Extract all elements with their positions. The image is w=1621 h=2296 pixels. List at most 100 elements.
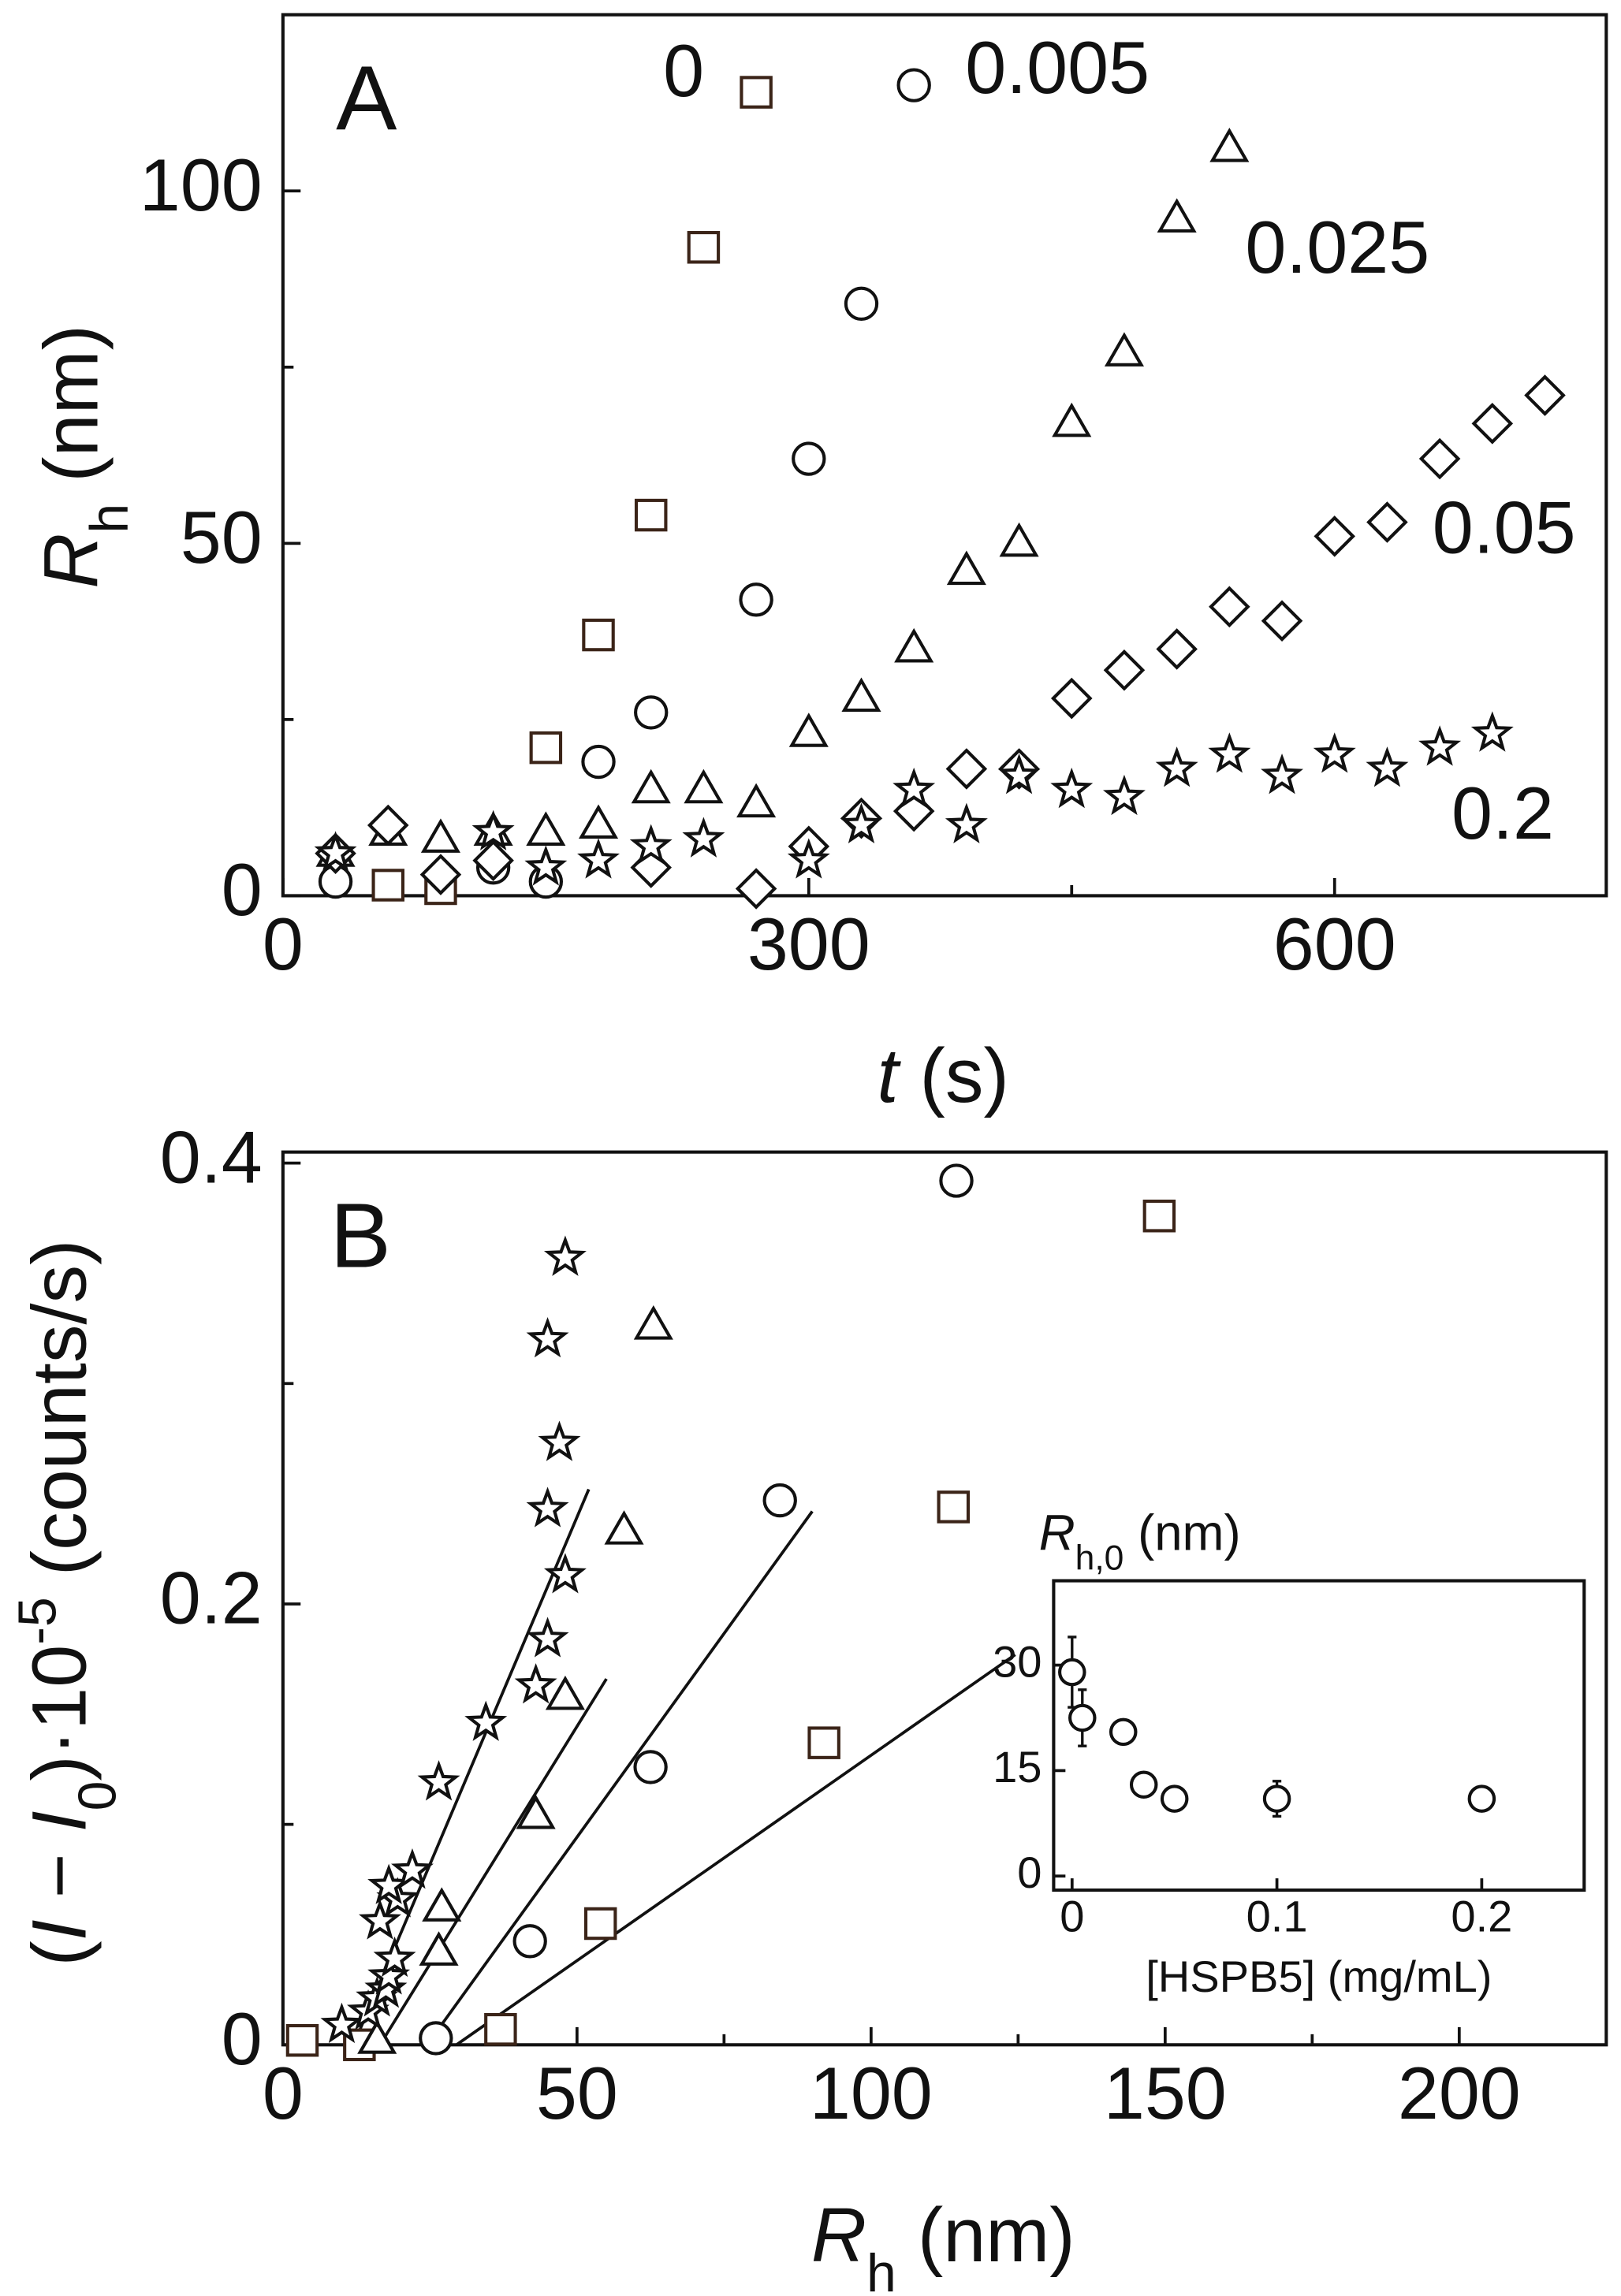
label-part: R — [1039, 1505, 1075, 1561]
marker-square — [740, 76, 773, 109]
marker-star — [787, 838, 830, 879]
marker-star — [1313, 732, 1356, 773]
label-part: R — [811, 2192, 866, 2278]
marker-diamond — [1471, 403, 1514, 445]
plot-frame — [281, 13, 1608, 898]
marker-triangle — [422, 1887, 462, 1922]
marker-diamond — [1103, 649, 1146, 691]
marker-triangle — [526, 811, 566, 846]
marker-square — [937, 1490, 971, 1524]
marker-square — [583, 1907, 617, 1941]
fit-line — [426, 1510, 814, 2046]
marker-triangle — [1104, 332, 1145, 367]
x-tick-label: 150 — [1104, 2052, 1227, 2134]
marker-star — [526, 1487, 569, 1528]
marker-triangle — [631, 768, 671, 804]
marker-star — [629, 824, 673, 865]
inset-x-label: [HSPB5] (mg/mL) — [1146, 1952, 1492, 2001]
marker-triangle — [357, 2019, 397, 2054]
y-tick-label: 0 — [222, 1997, 263, 2080]
marker-square — [634, 498, 668, 532]
marker-circle — [1160, 1784, 1189, 1813]
marker-star — [1050, 767, 1094, 809]
marker-square — [529, 731, 563, 765]
marker-triangle — [420, 818, 460, 853]
marker-triangle — [419, 1931, 459, 1966]
marker-star — [464, 1700, 508, 1741]
marker-star — [524, 845, 568, 886]
marker-diamond — [472, 839, 514, 881]
marker-circle — [844, 286, 879, 321]
marker-circle — [581, 744, 616, 780]
marker-circle — [896, 68, 931, 102]
marker-star — [314, 831, 357, 872]
marker-triangle — [604, 1510, 644, 1545]
panel-letter: A — [336, 47, 397, 149]
y-axis-label: Rh (nm) — [28, 325, 139, 589]
y-tick-label: 100 — [140, 143, 263, 226]
label-part: -5 — [7, 1597, 67, 1644]
marker-star — [892, 767, 936, 809]
marker-triangle — [736, 783, 777, 818]
plot-frame — [281, 1150, 1608, 2047]
panel-letter: B — [330, 1184, 391, 1286]
marker-triangle — [1052, 402, 1092, 437]
marker-star — [840, 802, 883, 843]
marker-star — [471, 809, 515, 850]
marker-diamond — [1209, 586, 1250, 628]
marker-triangle — [841, 677, 881, 713]
x-tick-label: 600 — [1273, 902, 1396, 985]
y-tick-label: 0.4 — [160, 1115, 263, 1198]
marker-circle — [419, 2021, 453, 2056]
y-tick-label: 15 — [993, 1742, 1042, 1792]
x-tick-label: 50 — [536, 2052, 618, 2134]
x-axis-label: t (s) — [878, 1033, 1009, 1118]
fit-line — [378, 1678, 608, 2046]
marker-star — [373, 1936, 416, 1978]
marker-star — [1470, 711, 1514, 752]
marker-triangle — [578, 804, 619, 839]
label-part: I — [16, 1919, 102, 1941]
marker-diamond — [1050, 677, 1093, 720]
marker-star — [1261, 754, 1304, 794]
label-part: )·10 — [16, 1645, 102, 1781]
marker-star — [526, 1316, 569, 1358]
marker-diamond — [945, 748, 988, 790]
marker-triangle — [633, 1305, 673, 1340]
y-tick-label: 50 — [181, 496, 263, 579]
marker-star — [682, 817, 725, 858]
label-part: h — [79, 504, 139, 534]
marker-diamond — [1156, 628, 1198, 670]
marker-star — [417, 1760, 460, 1801]
marker-circle — [1068, 1703, 1097, 1732]
marker-star — [1208, 732, 1251, 773]
marker-triangle — [1209, 128, 1250, 162]
marker-circle — [634, 695, 669, 730]
marker-square — [1142, 1199, 1176, 1233]
label-part: ( — [16, 1941, 102, 1966]
label-part: R — [28, 534, 114, 589]
marker-square — [687, 231, 721, 264]
marker-star — [997, 754, 1041, 794]
marker-square — [582, 618, 615, 652]
label-part: (nm) — [1124, 1505, 1240, 1561]
label-part: (nm) — [28, 325, 114, 504]
marker-diamond — [367, 804, 409, 847]
label-part: (counts/s) — [16, 1240, 102, 1598]
marker-star — [1155, 746, 1198, 787]
marker-triangle — [545, 1675, 585, 1710]
marker-circle — [1058, 1658, 1086, 1687]
marker-diamond — [735, 868, 777, 910]
marker-diamond — [419, 854, 462, 895]
y-tick-label: 0 — [1017, 1848, 1042, 1897]
marker-star — [1102, 774, 1146, 816]
marker-triangle — [946, 550, 986, 586]
x-tick-label: 300 — [747, 902, 870, 985]
marker-triangle — [894, 627, 934, 663]
marker-star — [945, 802, 988, 843]
marker-star — [358, 1899, 401, 1940]
marker-triangle — [684, 768, 724, 804]
fit-line — [455, 1653, 1016, 2046]
plot-frame — [1052, 1579, 1586, 1892]
